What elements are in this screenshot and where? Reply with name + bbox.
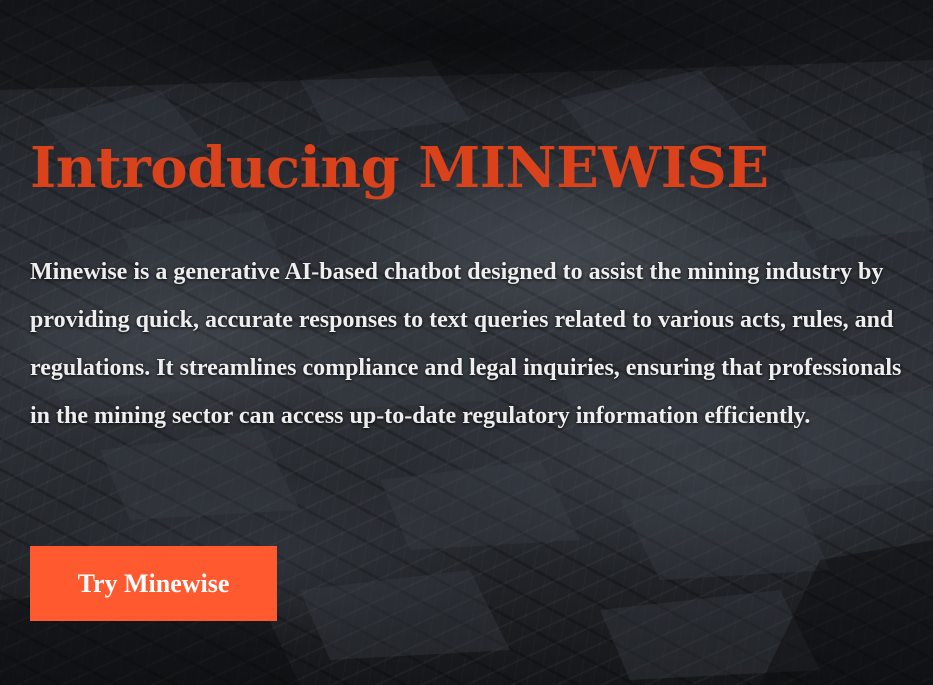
try-minewise-button[interactable]: Try Minewise	[30, 546, 277, 621]
hero-description: Minewise is a generative AI-based chatbo…	[30, 259, 902, 429]
hero-title: Introducing MINEWISE	[30, 135, 769, 201]
hero-content: Introducing MINEWISE Minewise is a gener…	[30, 128, 910, 440]
